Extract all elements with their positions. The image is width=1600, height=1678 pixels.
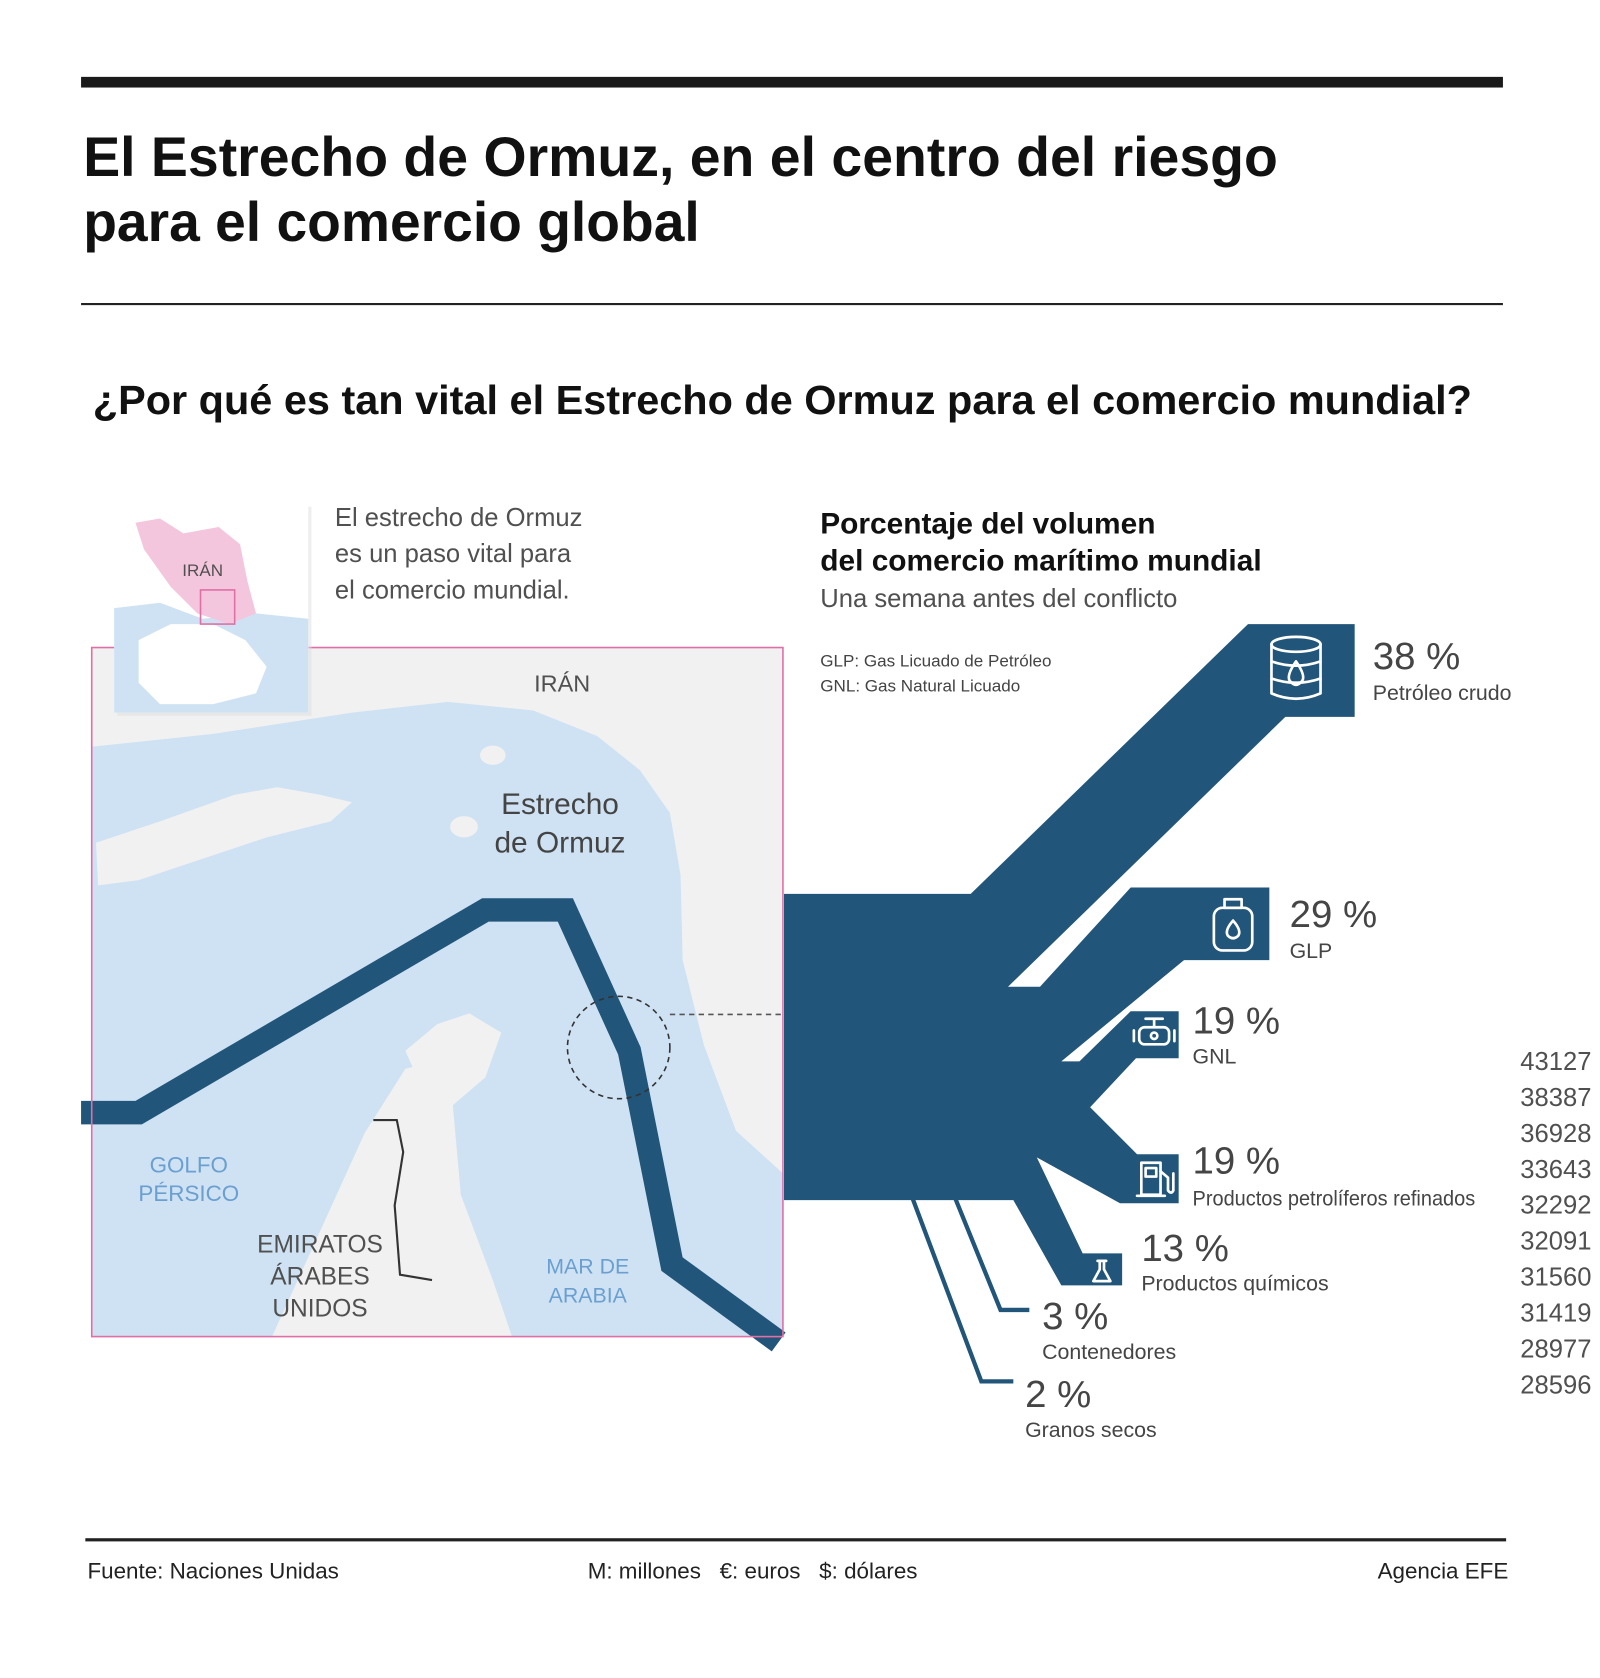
value-label: 13 % <box>1141 1227 1229 1270</box>
category-label: GNL <box>1193 1045 1237 1069</box>
number-list-item: 28596 <box>1520 1371 1591 1399</box>
top-rule <box>81 76 1503 88</box>
footer-units: M: millones €: euros $: dólares <box>588 1559 918 1584</box>
category-label: Productos petrolíferos refinados <box>1193 1186 1476 1210</box>
map-water <box>91 701 783 1337</box>
value-label: 29 % <box>1290 893 1378 936</box>
flow-contenedores <box>952 1196 1030 1313</box>
map-island-qeshm <box>96 787 352 886</box>
number-list-item: 43127 <box>1520 1048 1591 1076</box>
label-uae: ÁRABES <box>270 1263 369 1290</box>
inset-iran <box>135 518 256 625</box>
footer-credit: Agencia EFE <box>1378 1559 1509 1584</box>
intro-text: el comercio mundial. <box>335 576 570 604</box>
gas-valve-icon <box>1132 1017 1176 1046</box>
label-uae: EMIRATOS <box>257 1231 383 1258</box>
label-sea: MAR DE <box>546 1255 629 1279</box>
chart-title: Porcentaje del volumen <box>820 507 1155 540</box>
number-list: 43127 38387 36928 33643 32292 32091 31560 31419… <box>1520 1048 1591 1400</box>
title-rule <box>81 303 1503 306</box>
strait-highlight-circle <box>566 995 671 1100</box>
flask-icon <box>1092 1259 1112 1283</box>
category-label: Petróleo crudo <box>1373 681 1512 705</box>
map-border-line <box>373 1119 433 1282</box>
map-island <box>480 745 506 765</box>
number-list-item: 32091 <box>1520 1228 1591 1256</box>
intro-text: es un paso vital para <box>335 540 572 568</box>
map-uae-peninsula <box>405 1013 502 1110</box>
category-label: GLP <box>1290 939 1333 963</box>
section-question: ¿Por qué es tan vital el Estrecho de Orm… <box>93 377 1472 423</box>
chart-subtitle: Una semana antes del conflicto <box>820 585 1177 613</box>
chart-note: GNL: Gas Natural Licuado <box>820 676 1020 695</box>
chart-note: GLP: Gas Licuado de Petróleo <box>820 652 1051 671</box>
flow-granos-secos <box>910 1196 1014 1384</box>
fuel-pump-icon <box>1135 1161 1175 1198</box>
value-label: 38 % <box>1373 635 1461 678</box>
inset-arabia <box>138 624 267 705</box>
value-label: 2 % <box>1025 1373 1091 1416</box>
title-line-2: para el comercio global <box>83 191 700 253</box>
footer-rule <box>85 1538 1507 1542</box>
value-label: 19 % <box>1193 1000 1281 1043</box>
gas-cylinder-icon <box>1212 897 1254 952</box>
inset-map: IRÁN <box>114 503 312 716</box>
category-label: Productos químicos <box>1141 1272 1328 1296</box>
label-uae: UNIDOS <box>272 1295 367 1322</box>
shipping-route <box>81 898 786 1352</box>
value-label: 19 % <box>1193 1139 1281 1182</box>
strait-map: IRÁN Estrecho de Ormuz GOLFO PÉRSICO EMI… <box>81 646 786 1352</box>
sankey-flows <box>784 624 1355 1286</box>
label-strait: Estrecho <box>501 788 619 821</box>
label-iran: IRÁN <box>534 670 590 696</box>
number-list-item: 31560 <box>1520 1264 1591 1292</box>
category-label: Contenedores <box>1042 1340 1176 1364</box>
inset-label-iran: IRÁN <box>182 561 223 580</box>
chart-title: del comercio marítimo mundial <box>820 545 1261 578</box>
inset-locator-box <box>199 589 236 625</box>
category-label: Granos secos <box>1025 1418 1157 1442</box>
number-list-item: 38387 <box>1520 1084 1591 1112</box>
label-gulf: PÉRSICO <box>138 1181 239 1206</box>
number-list-item: 31419 <box>1520 1300 1591 1328</box>
oil-barrel-icon <box>1270 635 1322 701</box>
number-list-item: 33643 <box>1520 1156 1591 1184</box>
label-strait: de Ormuz <box>494 826 625 859</box>
number-list-item: 32292 <box>1520 1192 1591 1220</box>
map-frame <box>90 646 784 1338</box>
number-list-item: 36928 <box>1520 1120 1591 1148</box>
label-sea: ARABIA <box>549 1283 628 1307</box>
intro-text: El estrecho de Ormuz <box>335 504 583 532</box>
label-gulf: GOLFO <box>150 1152 228 1177</box>
value-label: 3 % <box>1042 1295 1108 1338</box>
map-island <box>450 816 478 838</box>
footer-source: Fuente: Naciones Unidas <box>87 1559 338 1584</box>
number-list-item: 28977 <box>1520 1336 1591 1364</box>
title-line-1: El Estrecho de Ormuz, en el centro del r… <box>83 126 1278 188</box>
